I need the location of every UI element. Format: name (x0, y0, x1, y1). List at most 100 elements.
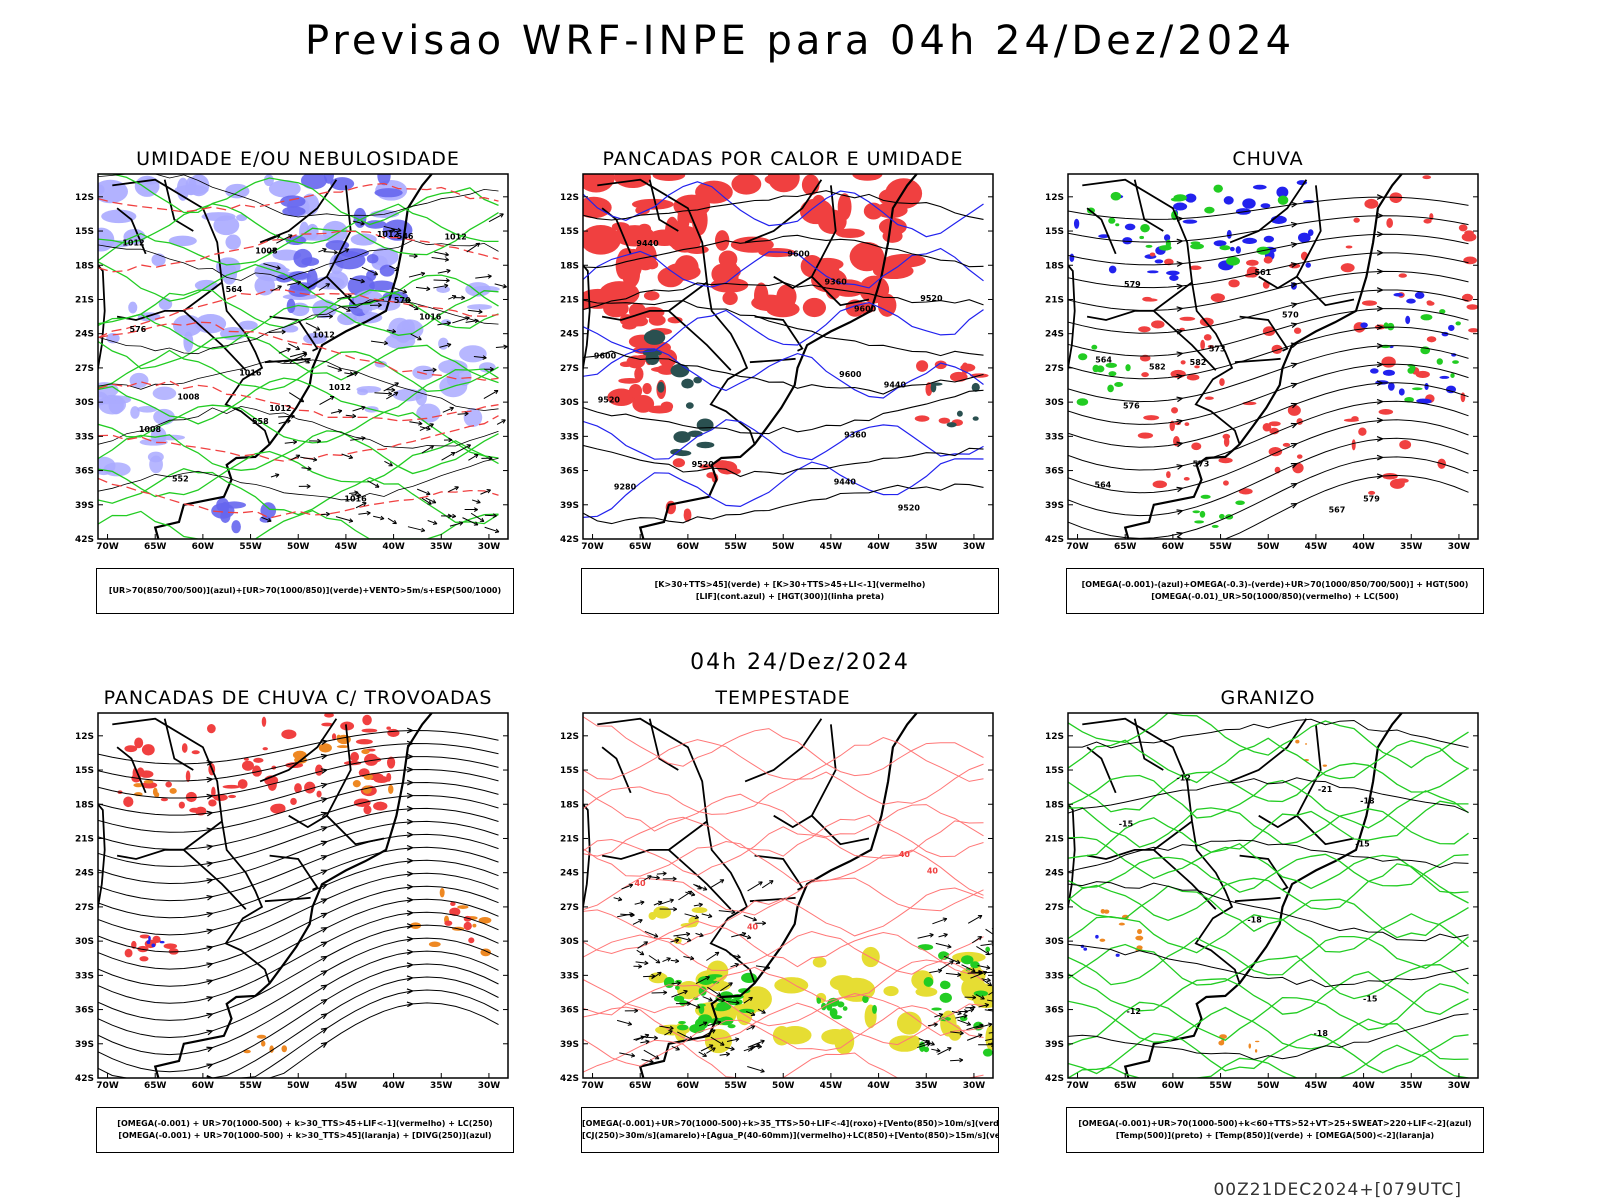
x-tick-label: 50W (287, 542, 310, 552)
panel-pancadas-calor: PANCADAS POR CALOR E UMIDADE 9600 9600 960… (543, 148, 1023, 618)
contour-label: -12 (1127, 1007, 1141, 1016)
wind-vector-head (487, 274, 492, 279)
wind-vector (673, 933, 690, 937)
wind-vector-head (984, 1003, 990, 1008)
omega500-area (1254, 1049, 1258, 1053)
wind-vector-head (446, 321, 451, 326)
wind-vector-head (736, 954, 741, 959)
wind-vector (338, 304, 351, 312)
omega-strong-area (1235, 500, 1245, 506)
wind-vector (305, 322, 321, 331)
wind-vector-head (966, 1021, 972, 1026)
omega-area (1276, 186, 1289, 198)
x-tick-label: 30W (478, 542, 501, 552)
y-tick-label: 33S (1045, 432, 1064, 442)
wind-vector-head (344, 248, 350, 253)
wind-vector (743, 1047, 754, 1052)
humidity-contour (98, 203, 499, 245)
legend-line: [CJ(250)>30m/s](amarelo)+[Agua_P(40-60mm… (582, 1131, 998, 1140)
wind-vector-head (357, 492, 362, 498)
shower-area (457, 905, 469, 909)
wind-vector (361, 266, 378, 276)
wind-vector (291, 353, 308, 362)
wind-vector-head (420, 527, 426, 533)
country-border (221, 282, 271, 445)
omega-strong-area (1226, 256, 1240, 266)
contour-label: 573 (1209, 345, 1226, 354)
unstable-area (731, 174, 762, 195)
thickness-contour (98, 182, 499, 213)
x-tick-label: 55W (239, 1081, 262, 1091)
streamline (98, 963, 499, 1073)
wind-vector-head (714, 951, 720, 957)
humidity-contour (98, 468, 499, 525)
wind-vector (442, 407, 454, 413)
wind-vector-head (474, 318, 479, 324)
wind-vector-head (765, 965, 771, 970)
wind-vector-head (295, 345, 301, 351)
streamline (98, 833, 499, 902)
y-tick-label: 21S (560, 295, 579, 305)
rain-area (1218, 457, 1233, 464)
thunder-area (364, 753, 379, 766)
wind-vector (683, 955, 694, 960)
thunder-area (253, 757, 264, 763)
west-coastline (98, 802, 106, 913)
humidity-blob (366, 254, 379, 264)
wind-vector-head (708, 997, 713, 1002)
humidity-blob (220, 501, 229, 517)
unstable-area (658, 349, 678, 368)
unstable-area (603, 299, 629, 318)
wind-vector (621, 884, 633, 890)
wind-vector-head (361, 405, 366, 411)
east-coastline (638, 174, 918, 539)
wind-vector (662, 957, 671, 963)
omega-strong-area (1450, 373, 1455, 379)
omega-area (1182, 219, 1198, 224)
wind-vector-head (451, 513, 457, 519)
country-border (264, 357, 311, 364)
x-tick-label: 50W (287, 1081, 310, 1091)
wind-vector-head (761, 1009, 766, 1014)
wind-vector (408, 272, 425, 278)
wind-vector-head (639, 951, 645, 956)
wind-vector-head (473, 521, 479, 526)
wind-vector-head (380, 515, 385, 521)
y-tick-label: 15S (1045, 766, 1064, 776)
wind-vector-head (489, 366, 494, 372)
wind-vector-head (985, 950, 990, 956)
wind-vector-head (394, 382, 399, 387)
humidity-blob (98, 179, 128, 204)
wind-vector-head (445, 278, 450, 283)
omega-area (1147, 270, 1159, 274)
omega-area (1393, 292, 1404, 297)
streamline-arrow (1176, 531, 1183, 538)
omega-area (1424, 382, 1429, 391)
wind-vector-head (686, 937, 692, 942)
wind-vector-head (288, 234, 293, 239)
streamline (1068, 437, 1469, 517)
shower-area (281, 1045, 288, 1053)
unstable-area (631, 198, 674, 210)
thunder-area (449, 907, 461, 916)
rain-area (1219, 378, 1225, 386)
precipitable-water-contour (583, 763, 984, 815)
wind-vector (671, 982, 681, 985)
streamline-arrow (1376, 194, 1383, 200)
country-border (1086, 849, 1217, 910)
unstable-area (619, 361, 633, 368)
wind-vector (270, 474, 280, 478)
wind-vector (932, 918, 947, 925)
wind-area (693, 997, 699, 1001)
x-tick-label: 60W (1162, 1081, 1185, 1091)
x-tick-label: 70W (1066, 1081, 1089, 1091)
country-border (112, 178, 223, 283)
streamline-arrow (1176, 373, 1183, 380)
wind-vector-head (933, 1022, 938, 1027)
unstable-area (799, 198, 833, 225)
wind-vector-head (699, 932, 704, 938)
wind-vector (465, 319, 479, 323)
humidity-blob (215, 257, 241, 276)
omega500-area (1136, 945, 1143, 950)
x-tick-label: 50W (772, 542, 795, 552)
